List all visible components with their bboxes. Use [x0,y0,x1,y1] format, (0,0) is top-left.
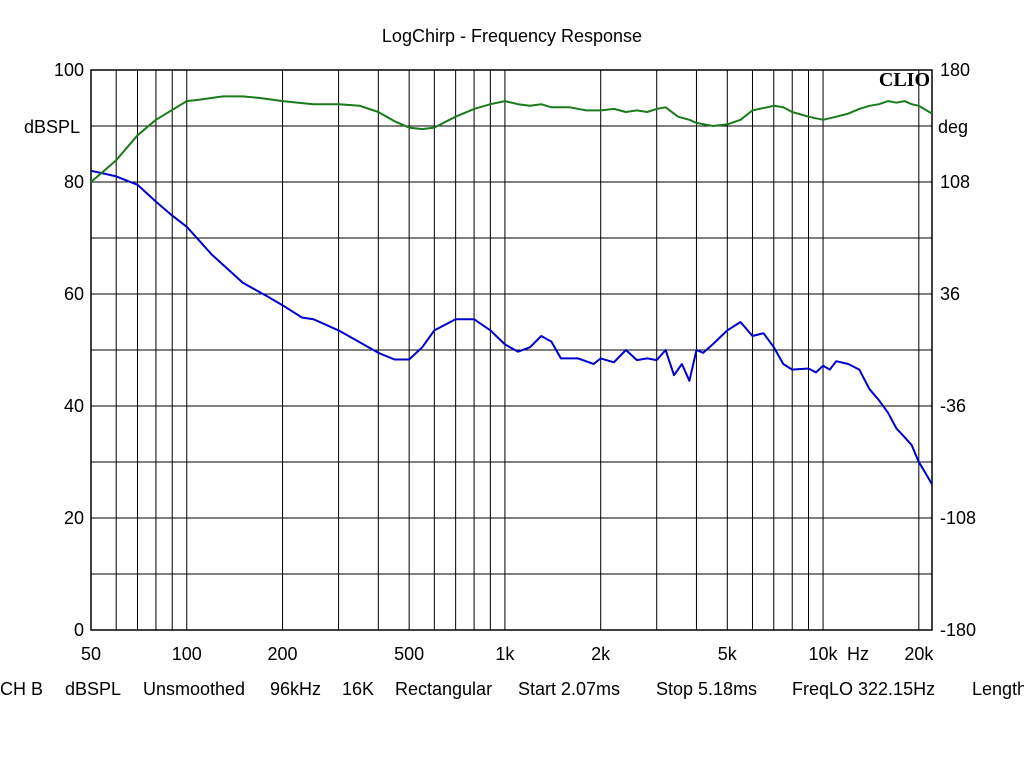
x-tick-label: 20k [904,644,934,664]
status-item: Stop 5.18ms [656,679,757,699]
y-left-tick-label: 80 [64,172,84,192]
y-right-tick-label: -108 [940,508,976,528]
status-item: 96kHz [270,679,321,699]
y-right-tick-label: 108 [940,172,970,192]
x-tick-labels: 50 100 200 500 1k 2k 5k 10k 20k [81,644,934,664]
status-item: CH B [0,679,43,699]
clio-brand-label: CLIO [879,69,930,91]
chart-title: LogChirp - Frequency Response [382,26,642,46]
y-right-tick-label: -180 [940,620,976,640]
x-tick-label: 10k [809,644,839,664]
y-left-tick-label: 0 [74,620,84,640]
x-tick-label: 50 [81,644,101,664]
series-layer [90,95,933,485]
y-right-tick-labels: -180 -108 -36 36 108 180 [940,60,976,640]
status-item: Rectangular [395,679,492,699]
spl-series-line [90,169,933,485]
grid [91,70,932,630]
y-left-tick-label: 100 [54,60,84,80]
y-left-label: dBSPL [24,117,80,137]
y-right-label: deg [938,117,968,137]
x-tick-label: 1k [495,644,515,664]
status-item: FreqLO 322.15Hz [792,679,935,699]
y-left-tick-label: 60 [64,284,84,304]
plot-frame [90,69,933,631]
y-left-tick-label: 20 [64,508,84,528]
y-left-tick-label: 40 [64,396,84,416]
x-unit-label: Hz [847,644,869,664]
y-right-tick-label: -36 [940,396,966,416]
x-tick-label: 5k [718,644,738,664]
status-item: Start 2.07ms [518,679,620,699]
status-item: dBSPL [65,679,121,699]
status-item: Unsmoothed [143,679,245,699]
y-right-tick-label: 36 [940,284,960,304]
status-bar: CH B dBSPL Unsmoothed 96kHz 16K Rectangular St… [0,679,1024,699]
y-right-tick-label: 180 [940,60,970,80]
x-tick-label: 2k [591,644,611,664]
x-tick-label: 500 [394,644,424,664]
status-item: Length [972,679,1024,699]
y-left-tick-labels: 0 20 40 60 80 100 [54,60,84,640]
status-item: 16K [342,679,374,699]
x-tick-label: 100 [172,644,202,664]
x-tick-label: 200 [268,644,298,664]
phase-series-line [90,95,933,183]
